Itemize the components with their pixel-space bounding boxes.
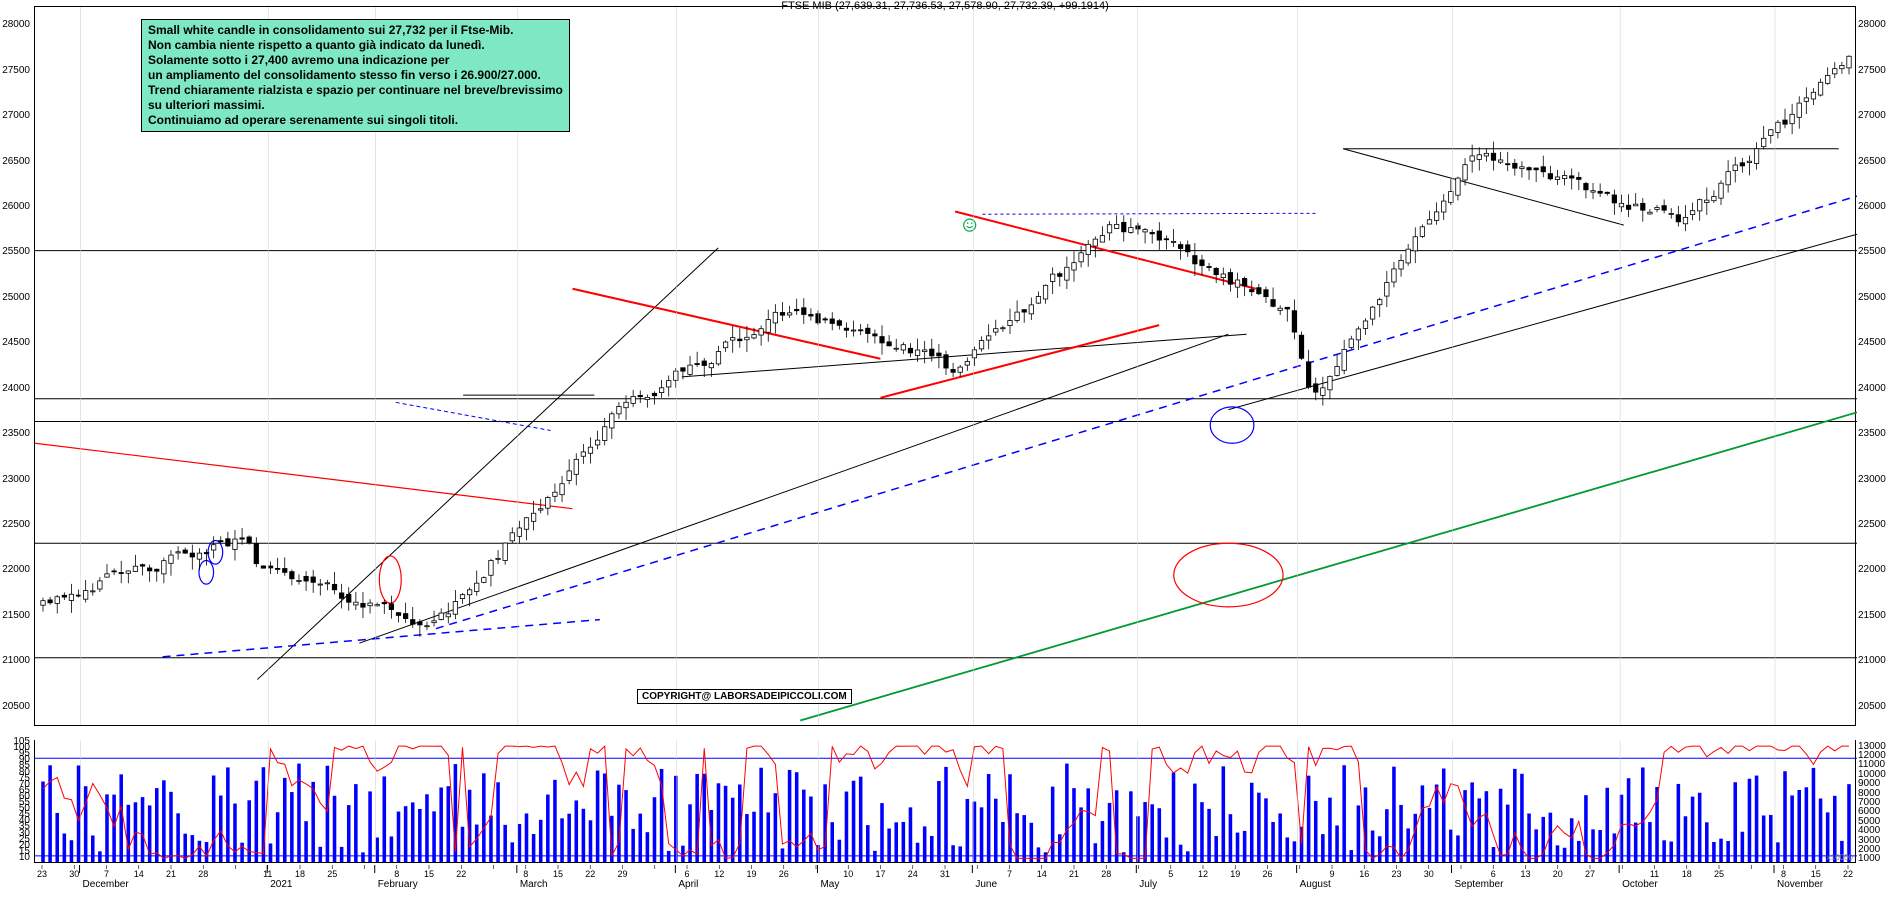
annotation-line: Small white candle in consolidamento sui…: [148, 23, 563, 38]
svg-text:12: 12: [714, 869, 724, 879]
svg-text:30: 30: [1424, 869, 1434, 879]
svg-text:May: May: [820, 879, 839, 890]
annotation-line: su ulteriori massimi.: [148, 98, 563, 113]
svg-text:September: September: [1455, 879, 1505, 890]
svg-text:11: 11: [263, 869, 272, 879]
svg-text:18: 18: [295, 869, 305, 879]
svg-text:25: 25: [1714, 869, 1724, 879]
svg-text:July: July: [1139, 879, 1157, 890]
indicator-chart-svg: x10000: [35, 740, 1857, 862]
svg-text:30: 30: [69, 869, 79, 879]
svg-text:x10000: x10000: [1827, 853, 1854, 862]
svg-text:19: 19: [1230, 869, 1240, 879]
svg-text:22: 22: [1843, 869, 1853, 879]
svg-text:31: 31: [940, 869, 950, 879]
svg-text:June: June: [975, 879, 997, 890]
svg-text:October: October: [1622, 879, 1658, 890]
svg-text:11: 11: [1650, 869, 1659, 879]
svg-text:8: 8: [394, 869, 399, 879]
svg-text:6: 6: [1491, 869, 1496, 879]
svg-text:26: 26: [1262, 869, 1272, 879]
svg-text:15: 15: [424, 869, 434, 879]
annotation-line: Non cambia niente rispetto a quanto già …: [148, 38, 563, 53]
svg-text:7: 7: [104, 869, 109, 879]
svg-text:13: 13: [1520, 869, 1530, 879]
svg-text:16: 16: [1359, 869, 1369, 879]
svg-text:23: 23: [37, 869, 47, 879]
svg-text:15: 15: [553, 869, 563, 879]
indicator-panel: x10000: [34, 740, 1856, 863]
svg-text:15: 15: [1811, 869, 1821, 879]
svg-text:22: 22: [585, 869, 595, 879]
svg-text:27: 27: [1585, 869, 1595, 879]
svg-text:5: 5: [1168, 869, 1173, 879]
svg-text:26: 26: [779, 869, 789, 879]
svg-text:14: 14: [134, 869, 144, 879]
price-panel: Small white candle in consolidamento sui…: [34, 6, 1856, 726]
svg-text:20: 20: [1553, 869, 1563, 879]
svg-text:9: 9: [1329, 869, 1334, 879]
svg-text:November: November: [1777, 879, 1824, 890]
svg-text:19: 19: [746, 869, 756, 879]
svg-text:24: 24: [908, 869, 918, 879]
svg-text:6: 6: [684, 869, 689, 879]
svg-text:23: 23: [1391, 869, 1401, 879]
annotation-line: un ampliamento del consolidamento stesso…: [148, 68, 563, 83]
annotation-box: Small white candle in consolidamento sui…: [141, 19, 570, 132]
svg-text:17: 17: [875, 869, 885, 879]
date-axis: 23 30 7 14 21 28 11 18 25 8 15 22 8 15 22 29 6 12 19 26 10 17…: [34, 865, 1856, 895]
svg-text:2021: 2021: [270, 879, 293, 890]
svg-text:8: 8: [1781, 869, 1786, 879]
chart-root: FTSE MIB (27,639.31, 27,736.53, 27,578.9…: [0, 0, 1890, 903]
svg-text:29: 29: [617, 869, 627, 879]
svg-text:25: 25: [327, 869, 337, 879]
svg-text:7: 7: [1007, 869, 1012, 879]
svg-text:March: March: [520, 879, 548, 890]
annotation-line: Continuiamo ad operare serenamente sui s…: [148, 113, 563, 128]
svg-text:August: August: [1300, 879, 1331, 890]
svg-text:14: 14: [1037, 869, 1047, 879]
annotation-line: Trend chiaramente rialzista e spazio per…: [148, 83, 563, 98]
svg-text:February: February: [378, 879, 418, 890]
svg-text:12: 12: [1198, 869, 1208, 879]
svg-text:21: 21: [1069, 869, 1079, 879]
svg-text:December: December: [83, 879, 130, 890]
svg-text:22: 22: [456, 869, 466, 879]
ticker-header: FTSE MIB (27,639.31, 27,736.53, 27,578.9…: [0, 0, 1890, 12]
svg-text:18: 18: [1682, 869, 1692, 879]
svg-text:10: 10: [843, 869, 853, 879]
svg-text:21: 21: [166, 869, 176, 879]
svg-text:28: 28: [1101, 869, 1111, 879]
annotation-line: Solamente sotto i 27,400 avremo una indi…: [148, 53, 563, 68]
svg-text:28: 28: [198, 869, 208, 879]
copyright-label: COPYRIGHT@ LABORSADEIPICCOLI.COM: [637, 689, 852, 704]
svg-text:April: April: [678, 879, 698, 890]
svg-text:8: 8: [523, 869, 528, 879]
date-axis-svg: 23 30 7 14 21 28 11 18 25 8 15 22 8 15 22 29 6 12 19 26 10 17…: [34, 865, 1856, 895]
